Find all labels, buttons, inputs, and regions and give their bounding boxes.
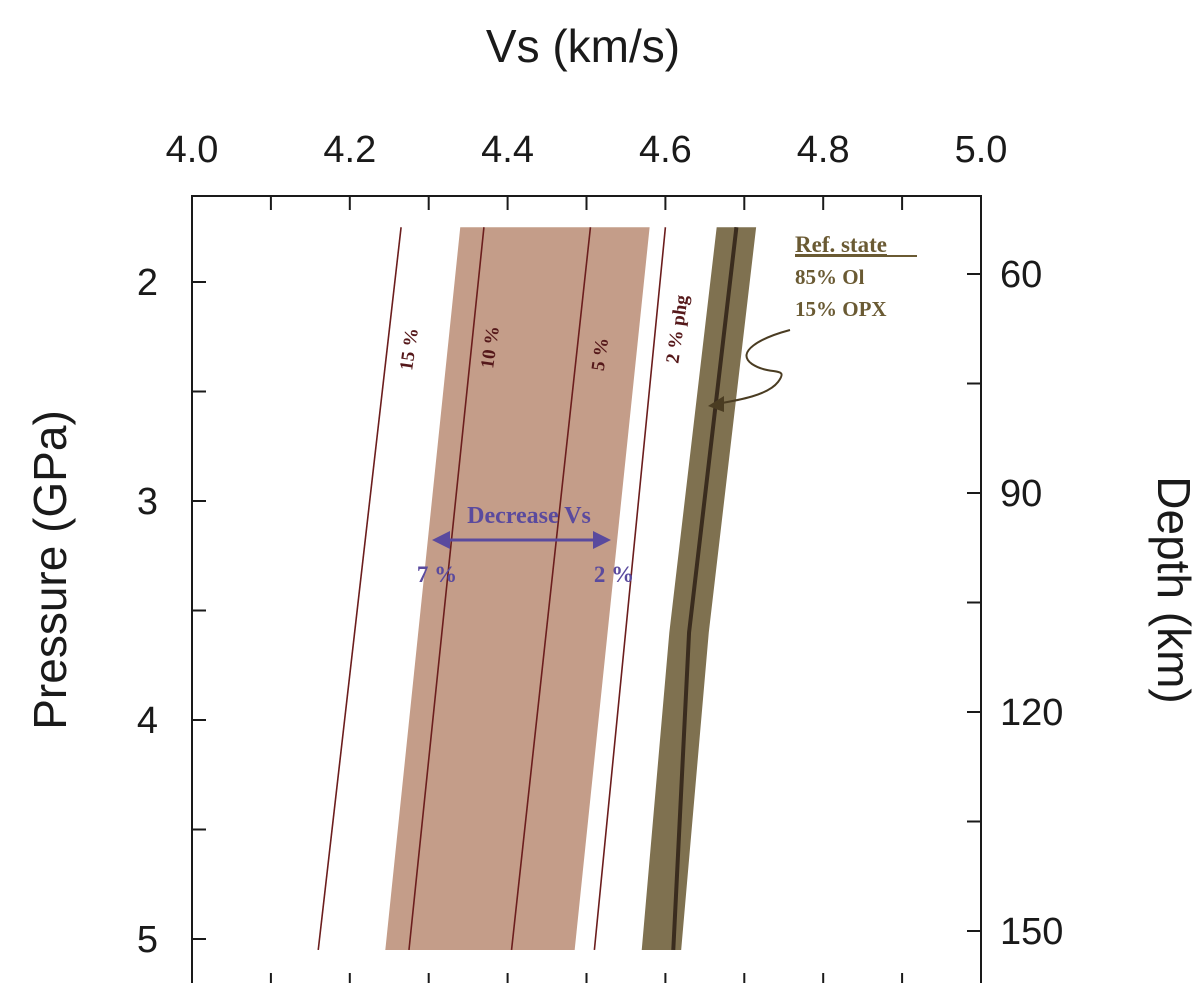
series-line-0 [317,227,402,951]
y2-tick-label-0: 60 [1000,254,1042,296]
x-axis-title: Vs (km/s) [486,20,680,72]
x-tick-label-1: 4.2 [323,129,376,171]
x-tick-label-4: 4.8 [797,129,850,171]
contour-label-15: 15 % [396,327,423,372]
decrease-left-label: 7 % [417,562,457,587]
arrow-head-left [432,531,450,549]
contour-label-5: 5 % [588,336,613,372]
ref-state-pointer [715,329,791,405]
y-tick-label-0: 2 [137,262,158,304]
series-line-3 [593,227,667,951]
decrease-label: Decrease Vs [467,503,591,529]
ref-state-title: Ref. state [795,232,887,257]
x-tick-label-2: 4.4 [481,129,534,171]
x-tick-label-5: 5.0 [955,129,1008,171]
ref-state-line1: 85% Ol [795,265,865,289]
y2-tick-label-1: 90 [1000,473,1042,515]
decrease-right-label: 2 % [594,562,634,587]
ref-state-annotation: Ref. state 85% Ol 15% OPX [708,232,917,412]
ref-state-pointer-head [708,396,724,412]
y2-tick-label-2: 120 [1000,692,1063,734]
y-tick-label-3: 5 [137,919,158,961]
series-line-1 [408,227,485,951]
arrow-head-right [593,531,611,549]
series-line-2 [510,227,592,951]
ticks-layer: 4.0 4.2 4.4 4.6 4.8 5.0 2 3 4 5 60 90 120 150 [137,129,1063,983]
y2-tick-label-3: 150 [1000,911,1063,953]
x-tick-label-3: 4.6 [639,129,692,171]
y-tick-label-2: 4 [137,700,158,742]
y-tick-label-1: 3 [137,481,158,523]
lines-layer [317,227,739,951]
reference-band [641,227,757,950]
ref-state-line2: 15% OPX [795,297,887,321]
series-line-4 [671,227,739,951]
decrease-annotation: Decrease Vs 7 % 2 % [417,503,634,587]
bands-layer [385,227,757,950]
sensitivity-band [385,227,650,950]
x-tick-label-0: 4.0 [166,129,219,171]
contour-label-2-phg: 2 % phg [662,293,692,364]
y2-axis-title: Depth (km) [1148,476,1200,703]
y-axis-title: Pressure (GPa) [24,410,76,730]
